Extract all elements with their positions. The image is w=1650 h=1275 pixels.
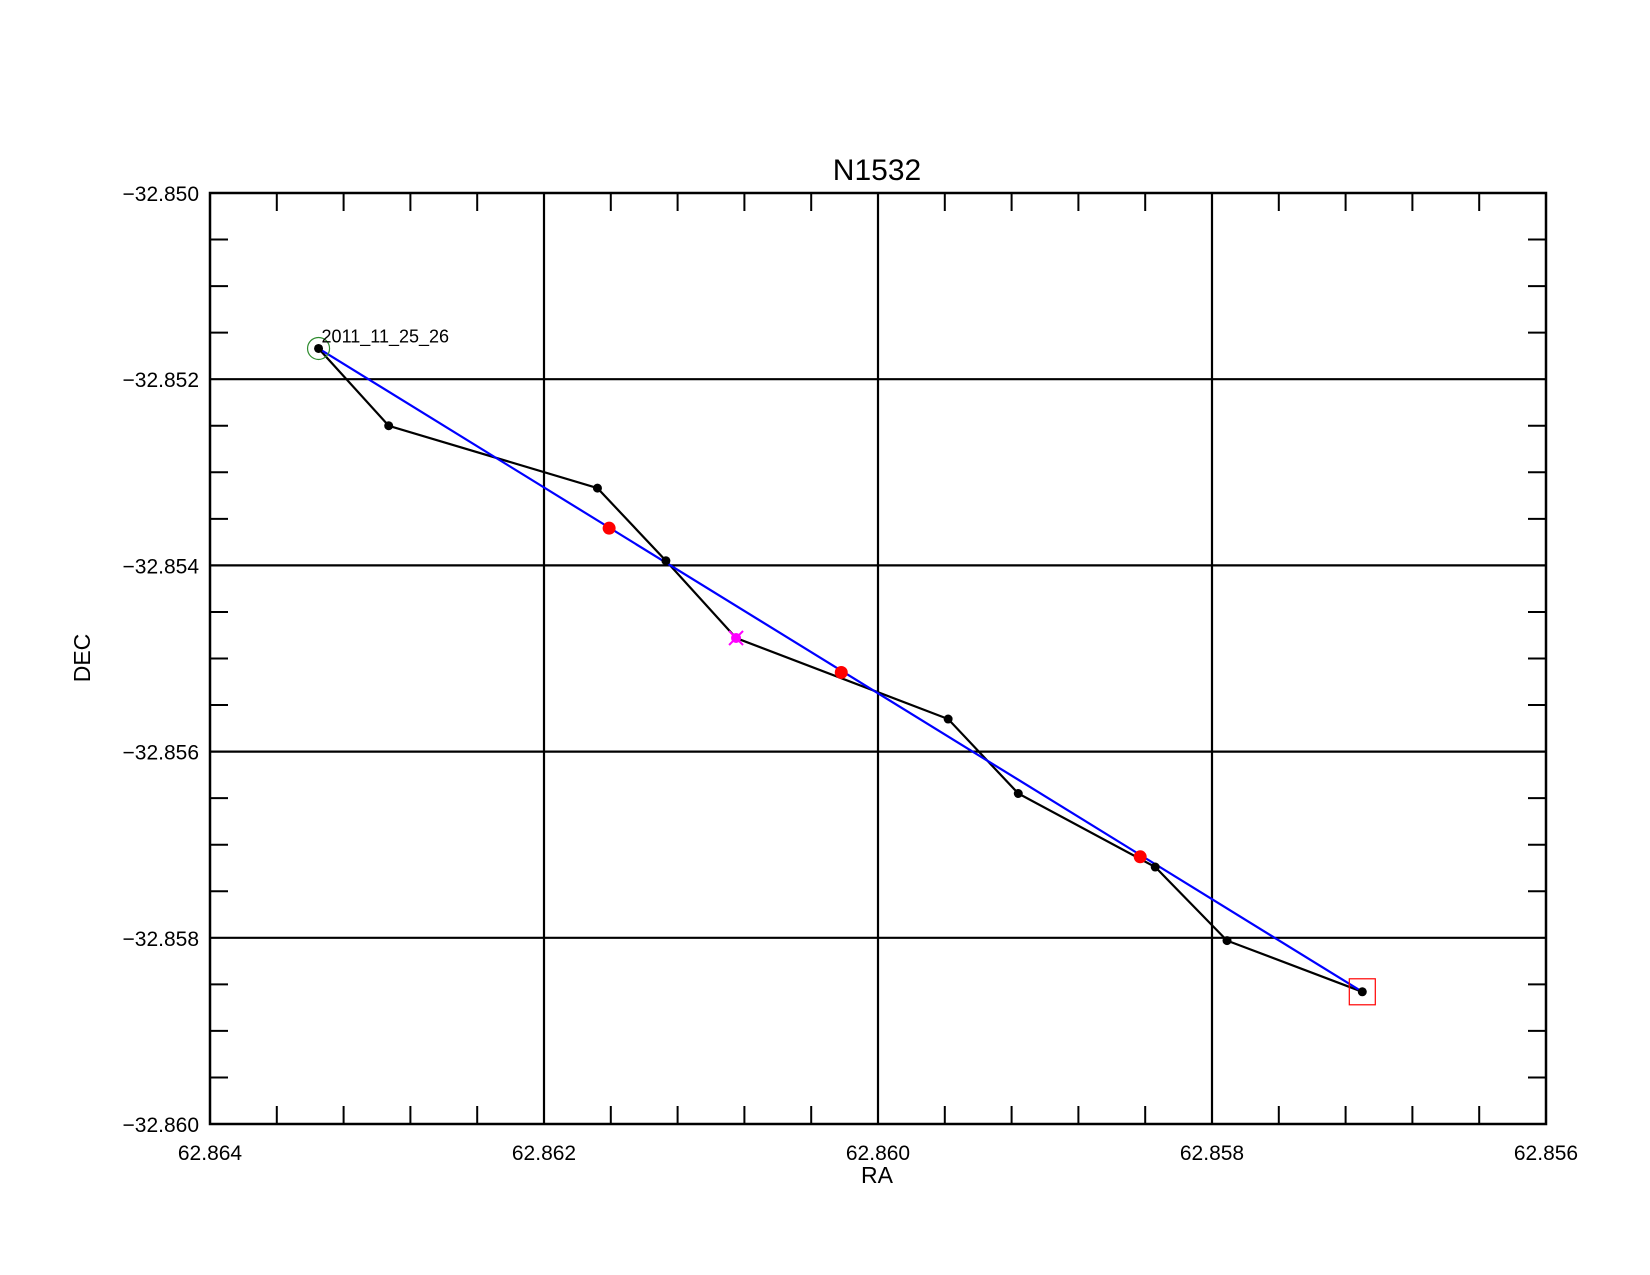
x-tick-label: 62.856 <box>1514 1142 1578 1165</box>
plot-frame <box>208 191 1548 1126</box>
tick-labels: 62.864 62.862 62.860 62.858 62.856 −32.850 −32… <box>123 183 1579 1165</box>
fit-point <box>602 521 616 535</box>
y-tick-label: −32.858 <box>123 928 200 951</box>
x-tick-label: 62.862 <box>512 1142 576 1165</box>
track-point <box>1150 862 1160 872</box>
y-tick-label: −32.852 <box>123 369 200 392</box>
y-tick-label: −32.856 <box>123 742 200 765</box>
track-point <box>592 483 602 493</box>
point-annotation: 2011_11_25_26 <box>322 326 449 347</box>
x-tick-label: 62.864 <box>178 1142 243 1165</box>
x-axis-label: RA <box>861 1162 894 1188</box>
grid <box>210 193 1546 1124</box>
fit-point <box>834 665 848 679</box>
y-tick-label: −32.854 <box>123 555 200 578</box>
y-axis-label: DEC <box>69 634 95 683</box>
track-point <box>1222 936 1232 946</box>
track-point <box>1357 987 1367 997</box>
fit-point <box>1133 850 1147 864</box>
track-point <box>314 343 324 353</box>
start-marker <box>306 336 331 361</box>
track-point <box>661 556 671 566</box>
chart-title: N1532 <box>833 154 921 187</box>
track-point <box>1013 788 1023 798</box>
ticks <box>210 193 1546 1124</box>
marks: 2011_11_25_26 <box>306 326 1376 1006</box>
x-tick-label: 62.860 <box>846 1142 910 1165</box>
y-tick-label: −32.850 <box>123 183 200 206</box>
track-point <box>943 714 953 724</box>
highlight-point-cross <box>728 630 744 646</box>
track-point <box>384 421 394 431</box>
x-tick-label: 62.858 <box>1180 1142 1244 1165</box>
y-tick-label: −32.860 <box>123 1114 200 1137</box>
end-marker <box>1348 978 1376 1006</box>
